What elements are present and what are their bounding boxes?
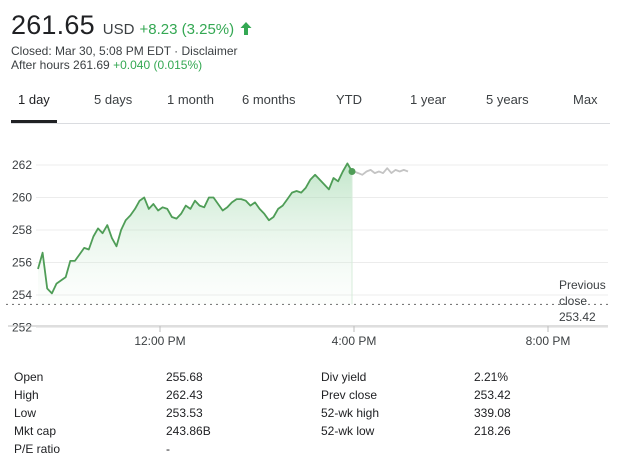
market-status-line: Closed: Mar 30, 5:08 PM EDT · Disclaimer bbox=[11, 44, 238, 58]
tab-1-month[interactable]: 1 month bbox=[167, 92, 214, 107]
x-tick-label: 12:00 PM bbox=[134, 334, 185, 348]
stat-label-pe-ratio: P/E ratio bbox=[14, 442, 61, 456]
y-tick-label: 256 bbox=[12, 256, 32, 270]
tab-6-months[interactable]: 6 months bbox=[242, 92, 296, 107]
y-tick-label: 252 bbox=[12, 321, 32, 335]
y-tick-label: 258 bbox=[12, 223, 32, 237]
after-hours-price: After hours 261.69 bbox=[11, 58, 110, 72]
y-tick-label: 254 bbox=[12, 288, 32, 302]
tab-max[interactable]: Max bbox=[573, 92, 598, 107]
y-tick-label: 260 bbox=[12, 191, 32, 205]
arrow-up-icon bbox=[240, 22, 252, 35]
range-tabs: 1 day 5 days 1 month 6 months YTD 1 year… bbox=[0, 88, 621, 124]
tab-1-day[interactable]: 1 day bbox=[18, 92, 50, 107]
tab-5-days[interactable]: 5 days bbox=[94, 92, 133, 107]
active-tab-indicator bbox=[11, 120, 57, 123]
x-tick-label: 4:00 PM bbox=[332, 334, 377, 348]
y-tick-label: 262 bbox=[12, 158, 32, 172]
stat-value-div-yield: 2.21% bbox=[474, 370, 509, 384]
series-area bbox=[38, 163, 352, 305]
close-point bbox=[348, 168, 356, 175]
stat-value-pe-ratio: - bbox=[166, 442, 170, 456]
x-tick-label: 8:00 PM bbox=[526, 334, 571, 348]
stat-value-52wk-high: 339.08 bbox=[474, 406, 511, 420]
tabs-divider bbox=[11, 123, 610, 124]
price-chart[interactable]: 262 260 258 256 254 252 12:00 PM 4:00 PM 8:00 PM… bbox=[0, 140, 621, 360]
after-hours-line: After hours 261.69 +0.040 (0.015%) bbox=[11, 58, 202, 72]
current-price: 261.65 bbox=[11, 10, 95, 40]
stat-label-low: Low bbox=[14, 406, 37, 420]
stat-label-52wk-low: 52-wk low bbox=[321, 424, 375, 438]
stat-value-open: 255.68 bbox=[166, 370, 203, 384]
stat-label-mkt-cap: Mkt cap bbox=[14, 424, 57, 438]
stat-value-52wk-low: 218.26 bbox=[474, 424, 511, 438]
stat-value-prev-close: 253.42 bbox=[474, 388, 511, 402]
stat-label-high: High bbox=[14, 388, 39, 402]
tab-5-years[interactable]: 5 years bbox=[486, 92, 529, 107]
stat-value-low: 253.53 bbox=[166, 406, 203, 420]
series-line bbox=[37, 162, 353, 295]
stat-label-open: Open bbox=[14, 370, 44, 384]
after-hours-change: +0.040 (0.015%) bbox=[113, 58, 203, 72]
stat-value-mkt-cap: 243.86B bbox=[166, 424, 211, 438]
stat-value-high: 262.43 bbox=[166, 388, 203, 402]
previous-close-label: Previous bbox=[559, 278, 606, 292]
after-hours-line bbox=[353, 167, 409, 176]
price-change: +8.23 (3.25%) bbox=[139, 21, 235, 38]
stat-label-prev-close: Prev close bbox=[321, 388, 378, 402]
previous-close-label: close bbox=[559, 294, 587, 308]
previous-close-label: 253.42 bbox=[559, 310, 596, 324]
price-row: 261.65 USD +8.23 (3.25%) bbox=[11, 10, 252, 41]
stat-label-52wk-high: 52-wk high bbox=[321, 406, 380, 420]
tab-1-year[interactable]: 1 year bbox=[410, 92, 447, 107]
currency-label: USD bbox=[102, 21, 135, 38]
stat-label-div-yield: Div yield bbox=[321, 370, 367, 384]
tab-ytd[interactable]: YTD bbox=[336, 92, 362, 107]
